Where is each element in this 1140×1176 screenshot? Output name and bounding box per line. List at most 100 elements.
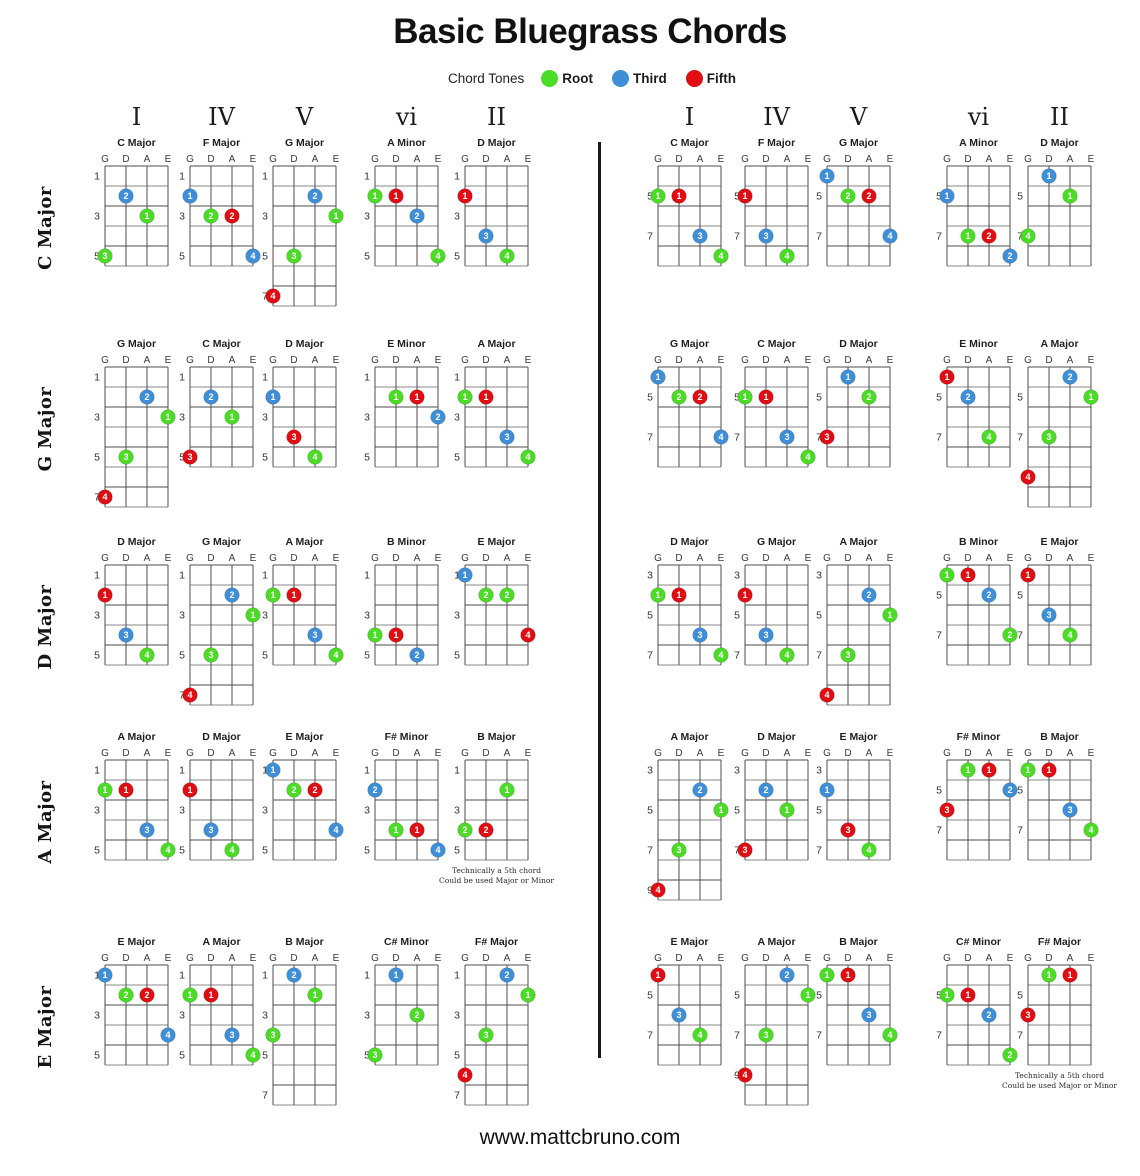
fret-number: 7	[454, 1090, 460, 1102]
root-finger-dot: 2	[1002, 1047, 1018, 1063]
fret-number: 3	[94, 412, 100, 424]
fretboard-grid	[464, 759, 529, 861]
root-finger-dot: 1	[97, 782, 113, 798]
finger-number: 1	[986, 765, 991, 775]
fret-number: 7	[936, 630, 942, 642]
string-letter: G	[741, 553, 749, 564]
string-letter: A	[1067, 154, 1074, 165]
fifth-finger-dot: 1	[1041, 762, 1057, 778]
finger-number: 1	[165, 412, 170, 422]
fret-number: 5	[94, 1050, 100, 1062]
fifth-dot-icon	[685, 70, 703, 87]
root-finger-dot: 1	[367, 627, 383, 643]
string-letter: E	[718, 953, 725, 964]
fret-number: 5	[647, 191, 653, 203]
root-finger-dot: 4	[981, 429, 997, 445]
string-letter: D	[122, 553, 129, 564]
fret-number: 9	[647, 885, 653, 897]
chord-name: D Major	[117, 536, 156, 548]
fret-number: 1	[454, 171, 460, 183]
row-key-label: E Major	[35, 985, 56, 1069]
finger-number: 1	[845, 372, 850, 382]
string-letter: D	[290, 953, 297, 964]
fret-number: 7	[936, 1030, 942, 1042]
finger-number: 2	[697, 392, 702, 402]
string-letter: E	[805, 154, 812, 165]
third-finger-dot: 3	[224, 1027, 240, 1043]
string-letter: A	[229, 355, 236, 366]
finger-number: 1	[123, 785, 128, 795]
string-letter: G	[186, 355, 194, 366]
fifth-finger-dot: 1	[203, 987, 219, 1003]
fret-number: 7	[816, 650, 822, 662]
fretboard-grid	[744, 165, 809, 267]
finger-number: 4	[784, 251, 789, 261]
third-finger-dot: 2	[430, 409, 446, 425]
finger-number: 2	[1007, 1050, 1012, 1060]
chord-diagram: E Major G D A E 1 3 5 1 2 2 4	[447, 535, 539, 674]
string-letter: A	[1067, 355, 1074, 366]
string-letter: D	[1045, 154, 1052, 165]
finger-number: 4	[866, 845, 871, 855]
string-letter: A	[229, 748, 236, 759]
third-finger-dot: 1	[182, 188, 198, 204]
fret-number: 3	[262, 805, 268, 817]
root-finger-dot: 2	[840, 188, 856, 204]
fifth-finger-dot: 2	[307, 782, 323, 798]
root-finger-dot: 1	[779, 802, 795, 818]
root-finger-dot: 2	[286, 782, 302, 798]
chord-name: F Major	[758, 137, 795, 149]
finger-number: 3	[1046, 432, 1051, 442]
chord-name: D Major	[1040, 137, 1079, 149]
legend-item-root: Root	[541, 70, 593, 87]
third-finger-dot: 3	[1041, 607, 1057, 623]
root-finger-dot: 1	[520, 987, 536, 1003]
fret-number: 5	[454, 452, 460, 464]
third-finger-dot: 1	[1041, 168, 1057, 184]
string-letter: D	[762, 154, 769, 165]
finger-number: 2	[123, 191, 128, 201]
fretboard-grid	[744, 964, 809, 1106]
chord-diagram: D Major G D A E 5 7 1 2 3	[809, 337, 901, 476]
chord-diagram: E Minor G D A E 5 7 1 2 4	[929, 337, 1021, 476]
column-header-II: II	[1050, 103, 1069, 131]
finger-number: 2	[504, 590, 509, 600]
finger-number: 4	[102, 492, 107, 502]
fifth-finger-dot: 1	[409, 389, 425, 405]
chord-diagram-svg: G Major G D A E 1 3 5 7 2 1 3 4	[262, 137, 344, 307]
fret-number: 5	[179, 251, 185, 263]
fifth-finger-dot: 3	[737, 842, 753, 858]
root-finger-dot: 1	[1062, 188, 1078, 204]
root-finger-dot: 4	[307, 449, 323, 465]
root-finger-dot: 1	[650, 587, 666, 603]
string-letter: A	[784, 553, 791, 564]
fret-number: 3	[262, 412, 268, 424]
chord-name: E Major	[286, 731, 324, 743]
fifth-finger-dot: 1	[671, 188, 687, 204]
finger-number: 2	[372, 785, 377, 795]
finger-number: 1	[1067, 970, 1072, 980]
fret-number: 5	[816, 805, 822, 817]
fret-number: 1	[262, 372, 268, 384]
fret-number: 7	[936, 231, 942, 243]
string-letter: E	[250, 355, 257, 366]
fretboard-grid	[104, 964, 169, 1066]
fret-number: 7	[734, 650, 740, 662]
string-letter: A	[144, 154, 151, 165]
third-finger-dot: 3	[139, 822, 155, 838]
string-letter: A	[1067, 953, 1074, 964]
finger-number: 1	[144, 211, 149, 221]
fret-number: 5	[734, 191, 740, 203]
fret-number: 3	[179, 412, 185, 424]
finger-number: 3	[102, 251, 107, 261]
chord-diagram-svg: E Major G D A E 5 7 1 3 4	[647, 936, 725, 1066]
root-finger-dot: 3	[286, 248, 302, 264]
fret-number: 5	[734, 610, 740, 622]
fretboard-grid	[464, 165, 529, 267]
chord-diagram-svg: E Major G D A E 1 3 5 1 2 2 4	[94, 936, 176, 1066]
